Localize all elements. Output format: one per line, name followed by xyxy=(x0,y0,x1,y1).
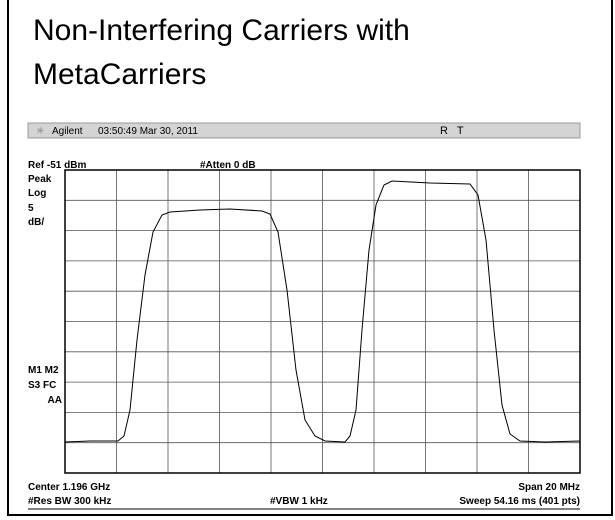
status: R T xyxy=(440,125,464,137)
sweep: Sweep 54.16 ms (401 pts) xyxy=(459,496,580,507)
plot-frame xyxy=(64,169,581,474)
brand: Agilent xyxy=(52,126,83,137)
timestamp: 03:50:49 Mar 30, 2011 xyxy=(98,126,198,137)
span: Span 20 MHz xyxy=(518,482,580,493)
ref-level: Ref -51 dBm xyxy=(28,160,86,171)
marker-label: M1 M2 xyxy=(28,365,59,376)
marker-label: AA xyxy=(48,395,62,406)
title-line-2: MetaCarriers xyxy=(33,58,206,91)
vbw: #VBW 1 kHz xyxy=(270,496,328,507)
status-bar xyxy=(27,122,581,139)
marker-label: S3 FC xyxy=(28,380,56,391)
grid xyxy=(65,170,580,473)
rbw: #Res BW 300 kHz xyxy=(28,496,111,507)
left-label: Log xyxy=(28,188,46,199)
left-label: Peak xyxy=(28,174,52,185)
attenuation: #Atten 0 dB xyxy=(200,160,256,171)
title-line-1: Non-Interfering Carriers with xyxy=(33,14,410,47)
left-label: dB/ xyxy=(28,217,44,228)
trace xyxy=(64,180,581,443)
logo: ✳ xyxy=(36,126,44,137)
center: Center 1.196 GHz xyxy=(28,482,110,493)
left-label: 5 xyxy=(28,203,34,214)
slide-border xyxy=(7,0,613,516)
